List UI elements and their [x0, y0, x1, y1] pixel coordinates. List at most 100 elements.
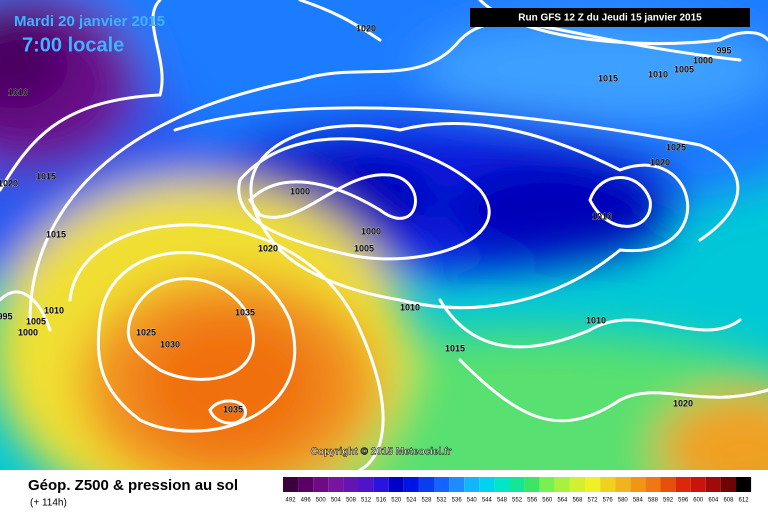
time: 7:00 locale	[22, 34, 124, 56]
copyright: Copyright © 2015 Meteociel.fr	[311, 447, 452, 458]
isobar-label: 1000	[18, 327, 38, 337]
legend-label: 512	[361, 498, 372, 504]
isobar-label: 1010	[586, 315, 606, 325]
legend-label: 560	[542, 498, 553, 504]
legend-label: 580	[618, 498, 629, 504]
legend-label: 556	[527, 498, 538, 504]
legend-swatch	[434, 477, 450, 492]
isobar-label: 1015	[36, 171, 56, 181]
legend-swatch	[509, 477, 525, 492]
legend-label: 540	[467, 498, 478, 504]
legend-label: 548	[497, 498, 508, 504]
isobar-label: 1035	[235, 307, 255, 317]
legend-label: 504	[331, 498, 342, 504]
legend-label: 600	[693, 498, 704, 504]
legend-label: 532	[437, 498, 448, 504]
isobar-label: 1000	[290, 186, 310, 196]
legend-swatch	[418, 477, 434, 492]
isobar-label: 995	[716, 45, 731, 55]
legend-swatch	[720, 477, 736, 492]
isobar-label: 1005	[26, 316, 46, 326]
legend-swatch	[283, 477, 299, 492]
legend-swatch	[705, 477, 721, 492]
isobar-label: 1020	[356, 23, 376, 33]
legend-swatch	[494, 477, 510, 492]
legend-swatch	[736, 477, 752, 492]
isobar-label: 1010	[8, 87, 28, 97]
legend-swatch	[569, 477, 585, 492]
legend-swatch	[600, 477, 616, 492]
isobar-label: 995	[0, 311, 13, 321]
isobar-label: 1000	[361, 226, 381, 236]
legend-swatch	[464, 477, 480, 492]
isobar-label: 1010	[592, 211, 612, 221]
legend-swatch	[343, 477, 359, 492]
footer-title: Géop. Z500 & pression au sol	[28, 477, 238, 494]
legend-swatch	[615, 477, 631, 492]
legend-swatch	[358, 477, 374, 492]
legend-label: 588	[648, 498, 659, 504]
legend-swatch	[449, 477, 465, 492]
run-info: Run GFS 12 Z du Jeudi 15 janvier 2015	[518, 13, 702, 24]
legend-label: 608	[723, 498, 734, 504]
footer-lead: (+ 114h)	[30, 498, 67, 509]
legend-label: 492	[286, 498, 297, 504]
isobar-label: 1015	[46, 229, 66, 239]
date: Mardi 20 janvier 2015	[14, 13, 165, 30]
legend-label: 564	[557, 498, 568, 504]
legend-swatch	[313, 477, 329, 492]
isobar-label: 1025	[136, 327, 156, 337]
legend-swatch	[630, 477, 646, 492]
legend-swatch	[373, 477, 389, 492]
legend-label: 604	[708, 498, 719, 504]
isobar-label: 1035	[223, 404, 243, 414]
legend-swatch	[298, 477, 314, 492]
isobar-label: 1020	[0, 178, 18, 188]
isobars	[0, 0, 768, 470]
isobar-label: 1015	[598, 73, 618, 83]
legend-label: 544	[482, 498, 493, 504]
legend-label: 496	[301, 498, 312, 504]
legend-label: 508	[346, 498, 357, 504]
legend-label: 528	[421, 498, 432, 504]
isobar-label: 1020	[258, 243, 278, 253]
isobar-label: 1000	[693, 55, 713, 65]
legend-swatch	[585, 477, 601, 492]
legend-swatch	[645, 477, 661, 492]
isobar-label: 1025	[666, 142, 686, 152]
legend-swatch	[328, 477, 344, 492]
isobar-label: 1005	[354, 243, 374, 253]
legend-label: 596	[678, 498, 689, 504]
legend-swatch	[403, 477, 419, 492]
legend-label: 612	[739, 498, 750, 504]
legend-label: 524	[406, 498, 417, 504]
legend-label: 576	[603, 498, 614, 504]
isobar-label: 1005	[674, 64, 694, 74]
legend-swatch	[554, 477, 570, 492]
isobar-label: 1030	[160, 339, 180, 349]
legend-label: 584	[633, 498, 644, 504]
legend-label: 572	[588, 498, 599, 504]
legend-label: 552	[512, 498, 523, 504]
legend-swatch	[539, 477, 555, 492]
isobar-label: 1010	[400, 302, 420, 312]
isobar-labels: 1020995100010051010101510101025102010201…	[0, 23, 732, 414]
isobar-label: 1010	[648, 69, 668, 79]
legend-swatch	[690, 477, 706, 492]
legend-label: 536	[452, 498, 463, 504]
legend-label: 500	[316, 498, 327, 504]
isobar-label: 1020	[650, 157, 670, 167]
legend-swatch	[524, 477, 540, 492]
legend-swatch	[660, 477, 676, 492]
isobar-label: 1020	[673, 398, 693, 408]
legend-label: 516	[376, 498, 387, 504]
legend-swatch	[675, 477, 691, 492]
legend-label: 568	[572, 498, 583, 504]
legend: 492 496 500 504 508 512 516 520 524 528 532 536 540 5…	[283, 477, 752, 504]
legend-swatch	[479, 477, 495, 492]
isobar-label: 1010	[44, 305, 64, 315]
isobar-label: 1015	[445, 343, 465, 353]
legend-swatch	[388, 477, 404, 492]
